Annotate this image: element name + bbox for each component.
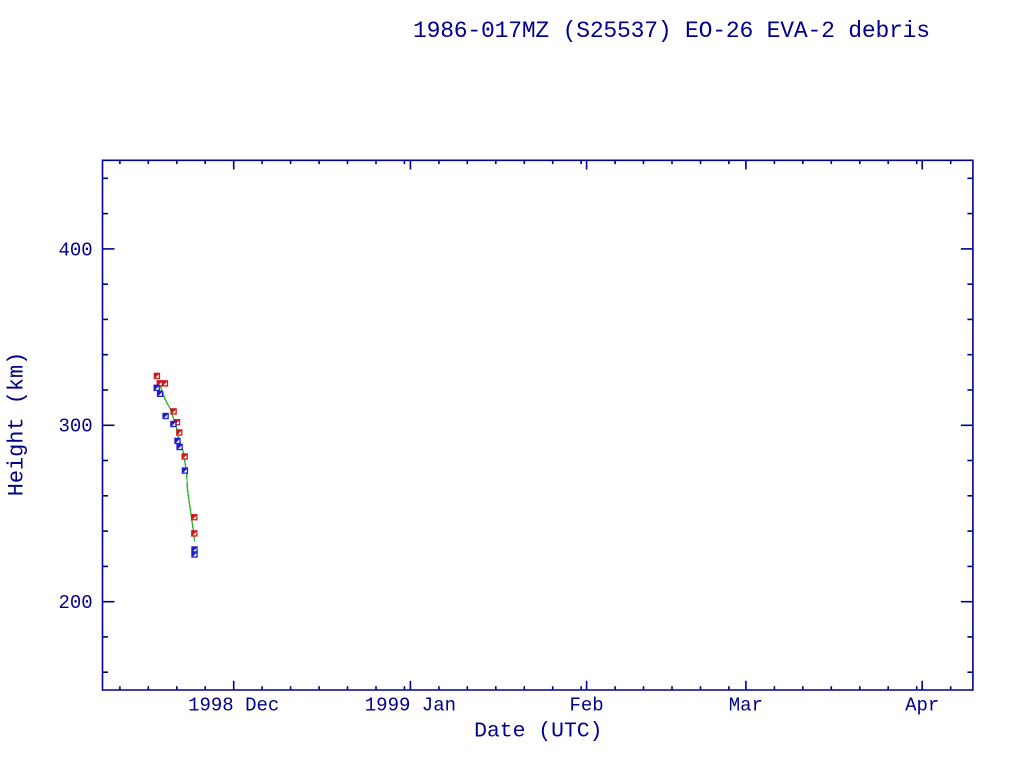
svg-text:Date (UTC): Date (UTC) <box>474 720 602 744</box>
svg-text:200: 200 <box>58 592 92 614</box>
svg-text:300: 300 <box>58 416 92 438</box>
svg-text:Height (km): Height (km) <box>5 352 30 497</box>
svg-text:Apr: Apr <box>905 695 939 717</box>
svg-text:400: 400 <box>58 239 92 261</box>
svg-text:1999 Jan: 1999 Jan <box>365 695 456 717</box>
svg-text:1986-017MZ (S25537) EO-26 EVA-: 1986-017MZ (S25537) EO-26 EVA-2 debris <box>413 18 930 44</box>
svg-text:Feb: Feb <box>569 695 603 717</box>
svg-text:Mar: Mar <box>729 695 763 717</box>
svg-text:1998 Dec: 1998 Dec <box>188 695 279 717</box>
